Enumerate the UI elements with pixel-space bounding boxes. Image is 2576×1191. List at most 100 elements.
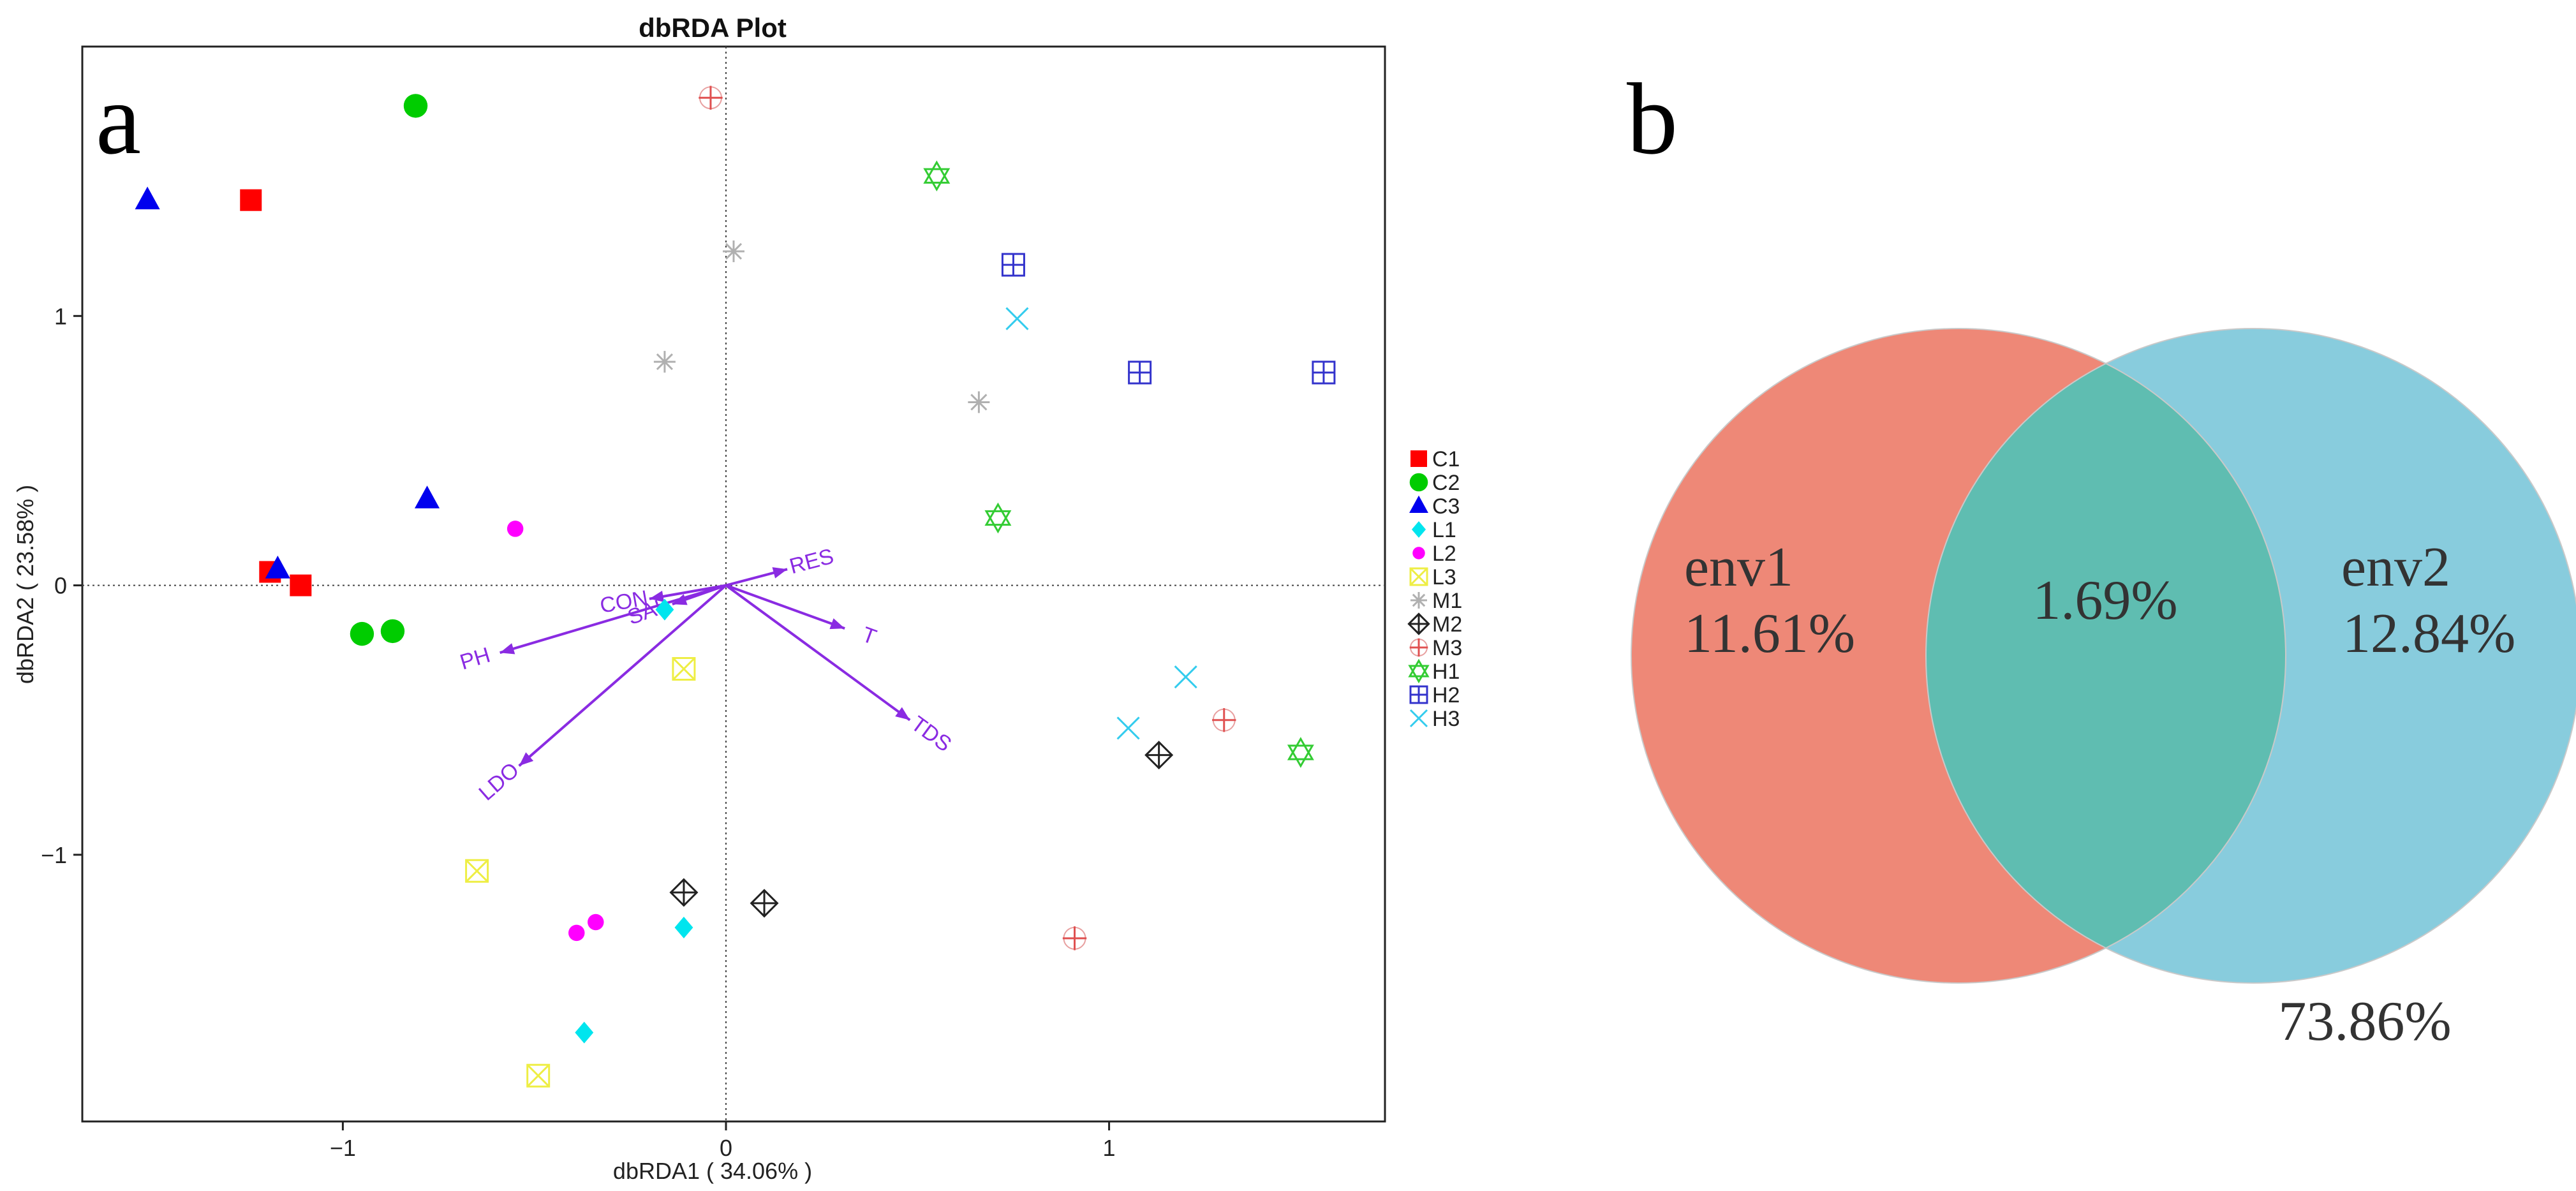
legend-marker-l1 xyxy=(1411,521,1426,538)
square-x-box xyxy=(672,657,696,681)
legend-label-l1: L1 xyxy=(1432,518,1456,542)
vector-tds-line xyxy=(725,584,911,721)
y-axis-label: dbRDA2 ( 23.58% ) xyxy=(12,485,38,684)
point-h2-1 xyxy=(1001,253,1025,277)
square-marker xyxy=(1410,450,1427,467)
point-c3-2 xyxy=(414,485,440,508)
asterisk-stroke xyxy=(656,353,673,371)
point-h3-3 xyxy=(1174,665,1197,689)
circle-marker xyxy=(1409,473,1428,492)
asterisk-stroke xyxy=(970,394,988,411)
venn-env1-value: 11.61% xyxy=(1684,603,1855,665)
panel-label-a: a xyxy=(96,62,141,175)
x-tick-label: 0 xyxy=(720,1135,732,1161)
y-tick-label: 0 xyxy=(54,573,67,599)
point-l2-2 xyxy=(568,924,585,942)
venn-env1-name: env1 xyxy=(1684,536,1793,598)
legend-marker-c3 xyxy=(1409,495,1428,514)
point-l3-1 xyxy=(465,859,489,883)
venn-unexplained-value: 73.86% xyxy=(2278,991,2451,1053)
point-h2-2 xyxy=(1128,360,1152,385)
vector-tds-label: TDS xyxy=(907,711,956,757)
legend-marker-h2 xyxy=(1409,685,1428,704)
square-x-line xyxy=(672,657,695,681)
triangle-marker xyxy=(135,186,160,210)
legend-marker-h1 xyxy=(1408,658,1430,684)
star-triangle-down xyxy=(923,168,951,191)
dot-marker xyxy=(588,914,604,931)
legend-label-h2: H2 xyxy=(1432,683,1460,707)
venn-outline-env2 xyxy=(1925,328,2576,984)
x-stroke xyxy=(1174,665,1197,689)
point-h1-2 xyxy=(984,502,1012,534)
star-triangle-up xyxy=(1408,658,1430,677)
x-axis-label: dbRDA1 ( 34.06% ) xyxy=(613,1158,812,1184)
point-c2-2 xyxy=(350,621,374,646)
vector-ldo-head xyxy=(519,752,534,766)
diamond-marker xyxy=(1411,521,1426,538)
star-triangle-down xyxy=(1287,744,1314,768)
vector-t-line xyxy=(725,584,845,630)
vector-ph-line xyxy=(500,584,727,655)
legend-label-l3: L3 xyxy=(1432,565,1456,589)
venn-intersection xyxy=(1926,363,2286,949)
point-l2-1 xyxy=(507,521,524,537)
legend-label-c2: C2 xyxy=(1432,471,1460,495)
y-tick-label: −1 xyxy=(41,842,67,868)
point-h3-1 xyxy=(1005,307,1029,330)
x-stroke xyxy=(1409,709,1428,728)
x-tick-label: −1 xyxy=(330,1135,356,1161)
legend-marker-c1 xyxy=(1410,450,1427,467)
vector-t-head xyxy=(829,618,845,630)
square-marker xyxy=(290,574,312,596)
legend-label-c1: C1 xyxy=(1432,447,1460,471)
legend-label-c3: C3 xyxy=(1432,494,1460,519)
point-m3-2 xyxy=(1062,926,1087,951)
asterisk-stroke xyxy=(725,242,743,260)
legend-marker-c2 xyxy=(1409,473,1428,492)
sample-points xyxy=(135,85,1336,1088)
venn-env2-name: env2 xyxy=(2341,536,2450,598)
axis-ticks: −1 0 1 −1 0 1 xyxy=(41,303,1116,1161)
square-x-box xyxy=(465,859,489,883)
legend-marker-l3 xyxy=(1409,567,1428,586)
vector-t-label: T xyxy=(859,623,879,650)
point-c3-1 xyxy=(135,186,160,210)
point-h1-1 xyxy=(923,160,951,191)
triangle-marker xyxy=(1409,495,1428,514)
point-l3-3 xyxy=(672,657,696,681)
vector-res-label: RES xyxy=(787,544,836,579)
point-l3-2 xyxy=(526,1063,551,1088)
dot-marker xyxy=(507,521,524,537)
x-stroke xyxy=(1116,716,1140,740)
point-h3-2 xyxy=(1116,716,1140,740)
x-tick-label: 1 xyxy=(1103,1135,1116,1161)
chart-title: dbRDA Plot xyxy=(639,13,787,43)
legend-label-l2: L2 xyxy=(1432,542,1456,566)
legend-marker-m3 xyxy=(1409,638,1428,657)
square-x-line xyxy=(1409,567,1428,586)
star-triangle-down xyxy=(1408,665,1430,684)
circle-marker xyxy=(403,94,428,118)
legend-marker-l2 xyxy=(1412,547,1425,559)
y-tick-label: 1 xyxy=(54,303,67,329)
circle-marker xyxy=(350,621,374,646)
point-m3-3 xyxy=(1212,708,1236,732)
square-x-box xyxy=(1409,567,1428,586)
venn-outline-env1 xyxy=(1631,328,2286,984)
legend-label-m1: M1 xyxy=(1432,589,1462,613)
triangle-marker xyxy=(265,556,290,579)
legend-marker-h3 xyxy=(1409,709,1428,728)
vector-ph-label: PH xyxy=(457,643,493,675)
venn-diagram: env1 11.61% 1.69% env2 12.84% 73.86% xyxy=(1631,328,2576,1053)
vector-ldo-label: LDO xyxy=(474,758,524,806)
vector-con-head xyxy=(649,591,665,602)
point-c3-3 xyxy=(265,556,290,579)
star-triangle-up xyxy=(923,160,951,184)
circle-marker xyxy=(380,619,405,644)
vector-ldo-line xyxy=(518,584,727,767)
square-x-box xyxy=(526,1063,551,1088)
point-h2-3 xyxy=(1312,360,1336,385)
